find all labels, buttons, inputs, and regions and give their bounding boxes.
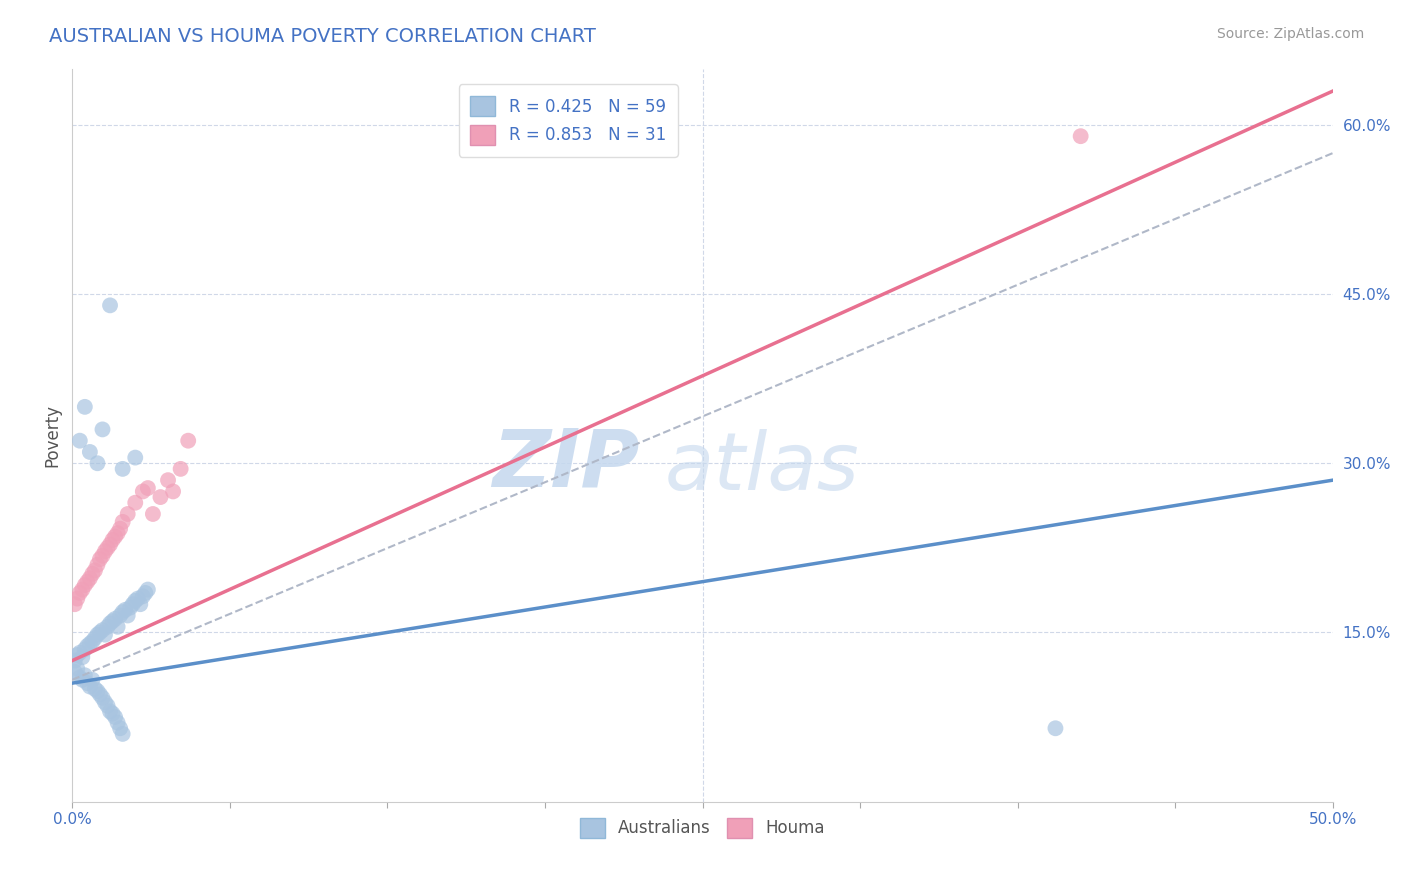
- Point: [94, 695, 117, 709]
- Point: [73, 578, 96, 592]
- Point: [76, 574, 98, 589]
- Point: [142, 507, 165, 521]
- Point: [98, 704, 121, 718]
- Text: AUSTRALIAN VS HOUMA POVERTY CORRELATION CHART: AUSTRALIAN VS HOUMA POVERTY CORRELATION …: [49, 27, 596, 45]
- Point: [96, 698, 118, 713]
- Point: [136, 481, 159, 495]
- Point: [104, 530, 127, 544]
- Point: [108, 608, 131, 623]
- Point: [94, 544, 117, 558]
- Point: [86, 684, 108, 698]
- Point: [121, 597, 143, 611]
- Point: [86, 456, 108, 470]
- Point: [111, 462, 134, 476]
- Legend: Australians, Houma: Australians, Houma: [574, 811, 832, 845]
- Point: [132, 590, 155, 604]
- Point: [98, 537, 121, 551]
- Point: [89, 625, 111, 640]
- Point: [1045, 721, 1067, 735]
- Point: [79, 637, 101, 651]
- Point: [104, 710, 127, 724]
- Point: [169, 462, 191, 476]
- Point: [86, 558, 108, 572]
- Point: [117, 608, 139, 623]
- Point: [1070, 129, 1092, 144]
- Point: [73, 400, 96, 414]
- Point: [101, 614, 124, 628]
- Text: ZIP: ZIP: [492, 425, 640, 503]
- Point: [124, 450, 146, 465]
- Point: [91, 422, 114, 436]
- Point: [162, 484, 184, 499]
- Point: [124, 496, 146, 510]
- Point: [63, 597, 86, 611]
- Point: [91, 623, 114, 637]
- Point: [72, 650, 94, 665]
- Text: Source: ZipAtlas.com: Source: ZipAtlas.com: [1216, 27, 1364, 41]
- Point: [124, 594, 146, 608]
- Point: [86, 628, 108, 642]
- Point: [79, 445, 101, 459]
- Point: [66, 648, 89, 662]
- Point: [79, 571, 101, 585]
- Point: [76, 639, 98, 653]
- Point: [108, 522, 131, 536]
- Point: [84, 631, 107, 645]
- Point: [79, 680, 101, 694]
- Point: [72, 582, 94, 597]
- Point: [134, 586, 156, 600]
- Point: [96, 541, 118, 555]
- Point: [91, 690, 114, 705]
- Point: [96, 620, 118, 634]
- Point: [157, 473, 180, 487]
- Point: [94, 628, 117, 642]
- Point: [73, 668, 96, 682]
- Point: [114, 603, 136, 617]
- Point: [66, 591, 89, 606]
- Point: [101, 706, 124, 721]
- Point: [120, 600, 142, 615]
- Point: [127, 591, 149, 606]
- Point: [82, 634, 104, 648]
- Point: [69, 646, 91, 660]
- Text: atlas: atlas: [665, 429, 859, 507]
- Point: [98, 298, 121, 312]
- Point: [66, 661, 89, 675]
- Point: [111, 515, 134, 529]
- Point: [149, 490, 172, 504]
- Point: [89, 688, 111, 702]
- Point: [73, 642, 96, 657]
- Point: [101, 533, 124, 547]
- Point: [108, 721, 131, 735]
- Point: [98, 616, 121, 631]
- Point: [111, 727, 134, 741]
- Point: [69, 434, 91, 448]
- Point: [117, 507, 139, 521]
- Y-axis label: Poverty: Poverty: [44, 403, 60, 467]
- Point: [89, 552, 111, 566]
- Point: [84, 681, 107, 696]
- Point: [104, 612, 127, 626]
- Point: [69, 671, 91, 685]
- Point: [63, 665, 86, 679]
- Point: [129, 597, 152, 611]
- Point: [136, 582, 159, 597]
- Point: [76, 676, 98, 690]
- Point: [69, 586, 91, 600]
- Point: [72, 673, 94, 687]
- Point: [63, 654, 86, 668]
- Point: [177, 434, 200, 448]
- Point: [107, 526, 129, 541]
- Point: [107, 715, 129, 730]
- Point: [91, 549, 114, 563]
- Point: [82, 673, 104, 687]
- Point: [111, 605, 134, 619]
- Point: [132, 484, 155, 499]
- Point: [107, 620, 129, 634]
- Point: [84, 563, 107, 577]
- Point: [82, 566, 104, 581]
